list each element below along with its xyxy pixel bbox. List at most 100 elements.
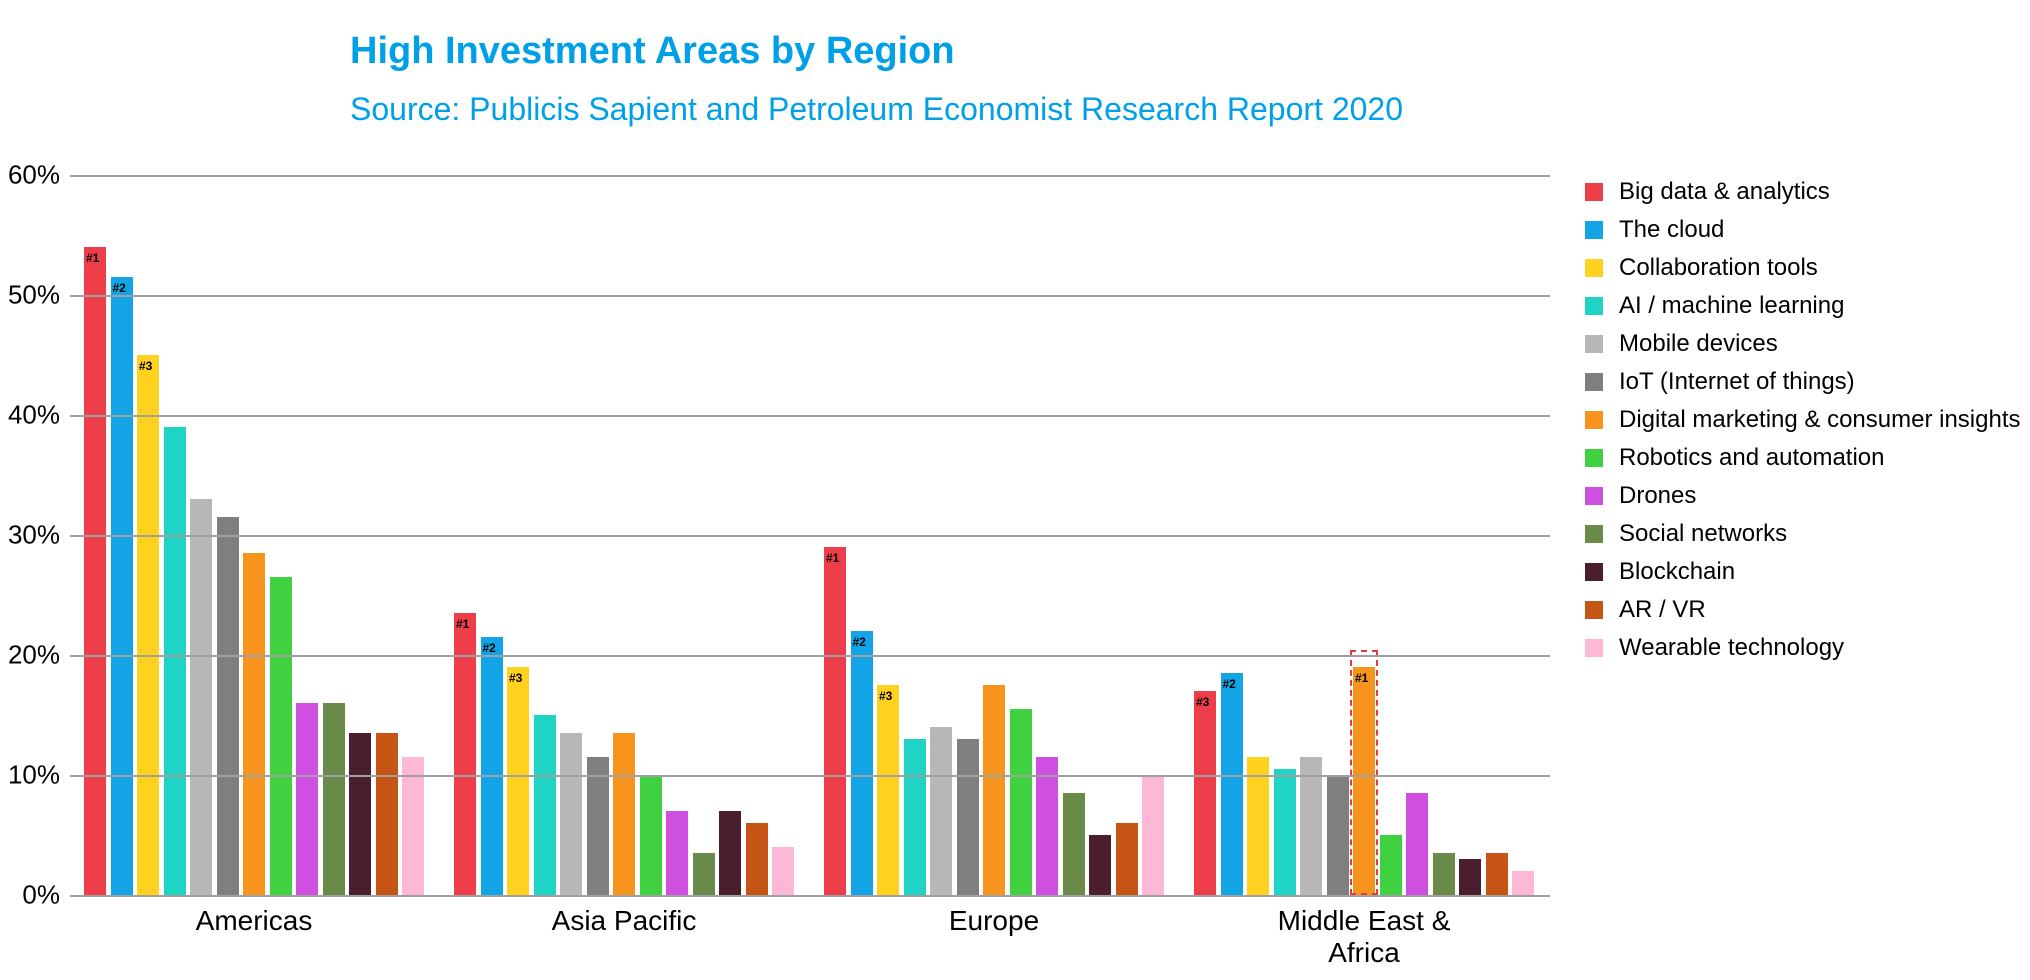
chart-subtitle: Source: Publicis Sapient and Petroleum E… [350,91,1403,128]
region-label: Middle East & Africa [1271,905,1457,969]
legend-item: Mobile devices [1585,330,2021,357]
legend-label: Mobile devices [1619,330,1778,358]
legend-swatch [1585,411,1603,429]
title-block: High Investment Areas by Region Source: … [350,30,1403,128]
bar: #2 [481,637,503,895]
legend-item: IoT (Internet of things) [1585,368,2021,395]
legend-label: AR / VR [1619,596,1706,624]
bar: #1 [84,247,106,895]
legend-item: Drones [1585,482,2021,509]
y-axis-tick-label: 0% [0,880,60,911]
legend-swatch [1585,449,1603,467]
bar [217,517,239,895]
legend-swatch [1585,601,1603,619]
grid-line [70,775,1550,777]
region-label: Asia Pacific [552,905,697,937]
bar [904,739,926,895]
bar: #1 [824,547,846,895]
bar [1459,859,1481,895]
bar: #3 [877,685,899,895]
bar [1116,823,1138,895]
bar [1063,793,1085,895]
bar [1380,835,1402,895]
bar [587,757,609,895]
y-axis-tick-label: 30% [0,520,60,551]
bar: #2 [111,277,133,895]
bar [1089,835,1111,895]
bar [957,739,979,895]
y-axis-tick-label: 50% [0,280,60,311]
legend-label: The cloud [1619,216,1724,244]
legend-item: Blockchain [1585,558,2021,585]
bar: #2 [851,631,873,895]
bar [1300,757,1322,895]
legend-label: AI / machine learning [1619,292,1844,320]
bar [693,853,715,895]
bar [1010,709,1032,895]
bar-rank-label: #2 [483,641,496,655]
bar [640,775,662,895]
bar-rank-label: #2 [853,635,866,649]
bar [296,703,318,895]
grid-line [70,535,1550,537]
bar [1274,769,1296,895]
bar [1247,757,1269,895]
bar [1327,775,1349,895]
bar [1486,853,1508,895]
region-label: Americas [196,905,313,937]
y-axis-tick-label: 20% [0,640,60,671]
legend-item: AI / machine learning [1585,292,2021,319]
bar: #2 [1221,673,1243,895]
grid-line [70,415,1550,417]
bar [719,811,741,895]
region-label: Europe [949,905,1039,937]
y-axis-tick-label: 40% [0,400,60,431]
bar-rank-label: #1 [456,617,469,631]
grid-line [70,175,1550,177]
bar [164,427,186,895]
legend-label: IoT (Internet of things) [1619,368,1855,396]
bar: #3 [137,355,159,895]
bar [1142,775,1164,895]
plot-area: #1#2#3#1#2#3#1#2#3#3#2#1 0%10%20%30%40%5… [70,175,1550,895]
bar-rank-label: #3 [509,671,522,685]
legend-swatch [1585,487,1603,505]
legend-label: Robotics and automation [1619,444,1885,472]
legend-item: The cloud [1585,216,2021,243]
legend-label: Wearable technology [1619,634,1844,662]
y-axis-tick-label: 10% [0,760,60,791]
grid-line [70,655,1550,657]
bar [930,727,952,895]
chart-container: High Investment Areas by Region Source: … [0,0,2030,980]
legend-swatch [1585,259,1603,277]
bar [534,715,556,895]
bar-rank-label: #2 [113,281,126,295]
bar-rank-label: #1 [86,251,99,265]
bar-rank-label: #3 [1196,695,1209,709]
legend-swatch [1585,373,1603,391]
legend-label: Blockchain [1619,558,1735,586]
legend-item: AR / VR [1585,596,2021,623]
bar: #3 [507,667,529,895]
legend-swatch [1585,525,1603,543]
plot: #1#2#3#1#2#3#1#2#3#3#2#1 0%10%20%30%40%5… [70,175,1550,897]
bar [746,823,768,895]
legend-label: Digital marketing & consumer insights [1619,406,2021,434]
highlight-box [1350,650,1378,895]
legend-label: Collaboration tools [1619,254,1818,282]
chart-title: High Investment Areas by Region [350,30,1403,73]
bar [1036,757,1058,895]
bar [613,733,635,895]
bar-rank-label: #2 [1223,677,1236,691]
bar [270,577,292,895]
legend-swatch [1585,335,1603,353]
legend-swatch [1585,183,1603,201]
legend-swatch [1585,563,1603,581]
legend-item: Digital marketing & consumer insights [1585,406,2021,433]
bar [666,811,688,895]
bar [1406,793,1428,895]
bar-rank-label: #3 [879,689,892,703]
legend-label: Drones [1619,482,1696,510]
bar [349,733,371,895]
bar [1512,871,1534,895]
